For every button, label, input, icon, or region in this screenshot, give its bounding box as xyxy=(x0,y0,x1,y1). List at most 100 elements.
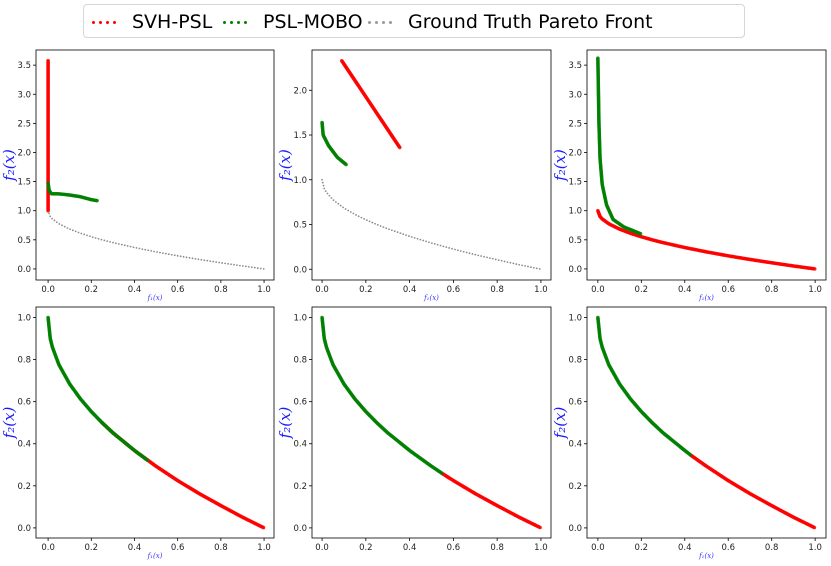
data-point xyxy=(509,261,512,264)
x-tick-label: 0.6 xyxy=(171,285,185,295)
data-point xyxy=(368,220,371,223)
y-tick-label: 0.0 xyxy=(17,265,31,275)
data-point xyxy=(94,237,97,239)
data-point xyxy=(256,267,259,269)
data-point xyxy=(120,243,123,246)
subplot-1: 0.0 0.2 0.4 0.6 0.8 1.0 0.0 0.5 1.0 1.5 2.0 2.5 3.0 3… xyxy=(0,49,275,302)
data-point xyxy=(416,237,419,240)
data-point xyxy=(55,221,58,224)
y-tick-label: 0.4 xyxy=(17,440,31,450)
data-point xyxy=(321,181,324,184)
data-point xyxy=(506,261,509,263)
x-tick-label: 1.0 xyxy=(534,285,548,295)
data-point xyxy=(69,228,71,231)
x-tick-label: 0.2 xyxy=(359,543,373,553)
data-point xyxy=(103,239,106,242)
data-point xyxy=(379,225,382,227)
data-point xyxy=(352,212,355,215)
data-point xyxy=(433,243,436,245)
data-point xyxy=(390,229,393,232)
legend-label: SVH-PSL xyxy=(132,11,213,33)
data-point xyxy=(61,224,63,227)
data-point xyxy=(197,258,200,261)
data-point xyxy=(233,263,235,266)
data-point xyxy=(135,247,138,249)
data-point xyxy=(445,246,448,249)
data-point xyxy=(330,197,333,199)
data-point xyxy=(489,257,491,259)
legend-label: Ground Truth Pareto Front xyxy=(408,11,653,33)
data-point xyxy=(494,258,497,261)
data-point xyxy=(63,225,66,228)
data-point xyxy=(77,231,80,234)
data-point xyxy=(200,258,203,261)
data-point xyxy=(515,263,518,265)
data-point xyxy=(439,471,444,475)
data-point xyxy=(521,264,524,267)
subplot-3: 0.0 0.2 0.4 0.6 0.8 1.0 0.0 0.5 1.0 1.5 2.0 2.5 3.0 3… xyxy=(551,49,827,302)
data-point xyxy=(80,232,83,235)
data-point xyxy=(371,221,374,224)
data-point xyxy=(100,238,103,241)
data-point xyxy=(342,206,344,209)
data-point xyxy=(71,229,74,232)
data-point xyxy=(419,238,422,241)
legend-label: PSL-MOBO xyxy=(263,11,363,33)
data-point xyxy=(167,253,170,256)
data-point xyxy=(203,259,206,262)
data-point xyxy=(468,252,471,255)
data-point xyxy=(344,162,348,167)
subplot-6: 0.0 0.2 0.4 0.6 0.8 1.0 0.0 0.2 0.4 0.6 0.8 1.0 f₁(x… xyxy=(551,306,827,560)
data-point xyxy=(86,234,88,237)
data-point xyxy=(456,249,459,252)
data-point xyxy=(95,198,99,203)
data-point xyxy=(451,247,453,250)
axes-frame xyxy=(586,306,827,539)
data-point xyxy=(530,266,532,269)
data-point xyxy=(524,265,526,267)
axes-frame xyxy=(311,306,552,539)
data-point xyxy=(483,255,485,258)
y-tick-label: 0.5 xyxy=(293,221,307,231)
x-tick-label: 0.0 xyxy=(41,543,55,553)
y-tick-label: 0.0 xyxy=(568,265,582,275)
y-tick-label: 0.2 xyxy=(17,482,31,492)
y-axis-label: f₂(x) xyxy=(551,149,569,182)
data-point xyxy=(221,262,224,264)
data-point xyxy=(339,204,342,207)
x-tick-label: 0.2 xyxy=(635,285,649,295)
y-tick-label: 1.0 xyxy=(568,207,582,217)
data-point xyxy=(405,234,407,237)
axes-frame xyxy=(35,49,275,281)
series-psl-mobo xyxy=(320,120,348,167)
data-point xyxy=(173,254,176,257)
y-tick-label: 1.0 xyxy=(17,207,31,217)
axes-frame xyxy=(586,49,827,281)
data-point xyxy=(323,187,326,190)
data-point xyxy=(109,240,112,243)
y-tick-label: 0.8 xyxy=(293,356,307,366)
x-tick-label: 0.8 xyxy=(490,285,504,295)
data-point xyxy=(812,525,817,530)
data-point xyxy=(239,264,241,267)
data-point xyxy=(126,245,129,247)
red-dot-marker-icon xyxy=(92,20,116,24)
data-point xyxy=(512,262,515,265)
green-dot-marker-icon xyxy=(223,20,247,24)
data-point xyxy=(51,217,54,220)
series-psl-mobo xyxy=(596,56,643,236)
data-point xyxy=(347,209,350,212)
x-axis-label: f₁(x) xyxy=(423,294,439,302)
y-tick-label: 1.5 xyxy=(568,178,582,188)
data-point xyxy=(396,231,399,234)
legend-item-ground-truth: Ground Truth Pareto Front xyxy=(368,5,653,39)
data-point xyxy=(164,252,167,255)
data-point xyxy=(46,58,50,63)
data-point xyxy=(230,263,232,266)
data-point xyxy=(170,253,173,256)
data-point xyxy=(500,259,503,262)
data-point xyxy=(332,199,335,202)
data-point xyxy=(538,525,542,530)
data-point xyxy=(66,227,69,229)
data-point xyxy=(83,233,86,236)
